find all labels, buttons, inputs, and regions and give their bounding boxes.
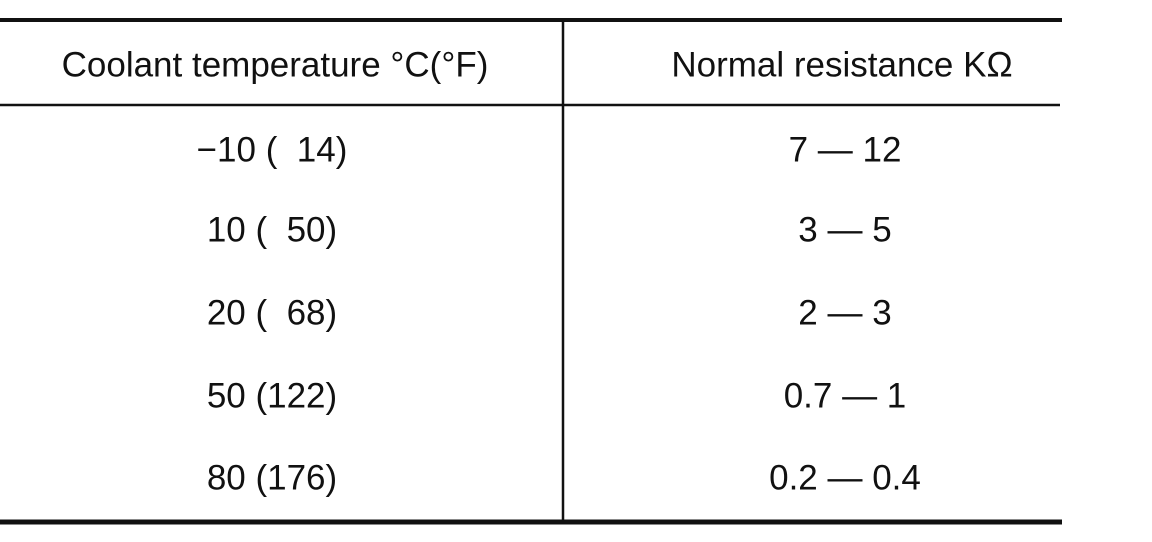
header-cell: Coolant temperature °C(°F) [62, 45, 489, 84]
table-cell: 50 (122) [207, 376, 337, 415]
table-cell: 10 ( 50) [207, 210, 337, 249]
table-cell: 2 — 3 [798, 293, 891, 332]
table-cell: 3 — 5 [798, 210, 891, 249]
table-cell: 80 (176) [207, 458, 337, 497]
table-cell: 0.7 — 1 [784, 376, 907, 415]
table-cell: 20 ( 68) [207, 293, 337, 332]
table-cell: 0.2 — 0.4 [769, 458, 921, 497]
table-cell: −10 ( 14) [197, 130, 348, 169]
table-cell: 7 — 12 [789, 130, 902, 169]
header-cell: Normal resistance KΩ [671, 45, 1012, 84]
table-body: −10 ( 14) 7 — 12 10 ( 50) 3 — 5 20 ( 68) 2 — … [197, 130, 921, 497]
